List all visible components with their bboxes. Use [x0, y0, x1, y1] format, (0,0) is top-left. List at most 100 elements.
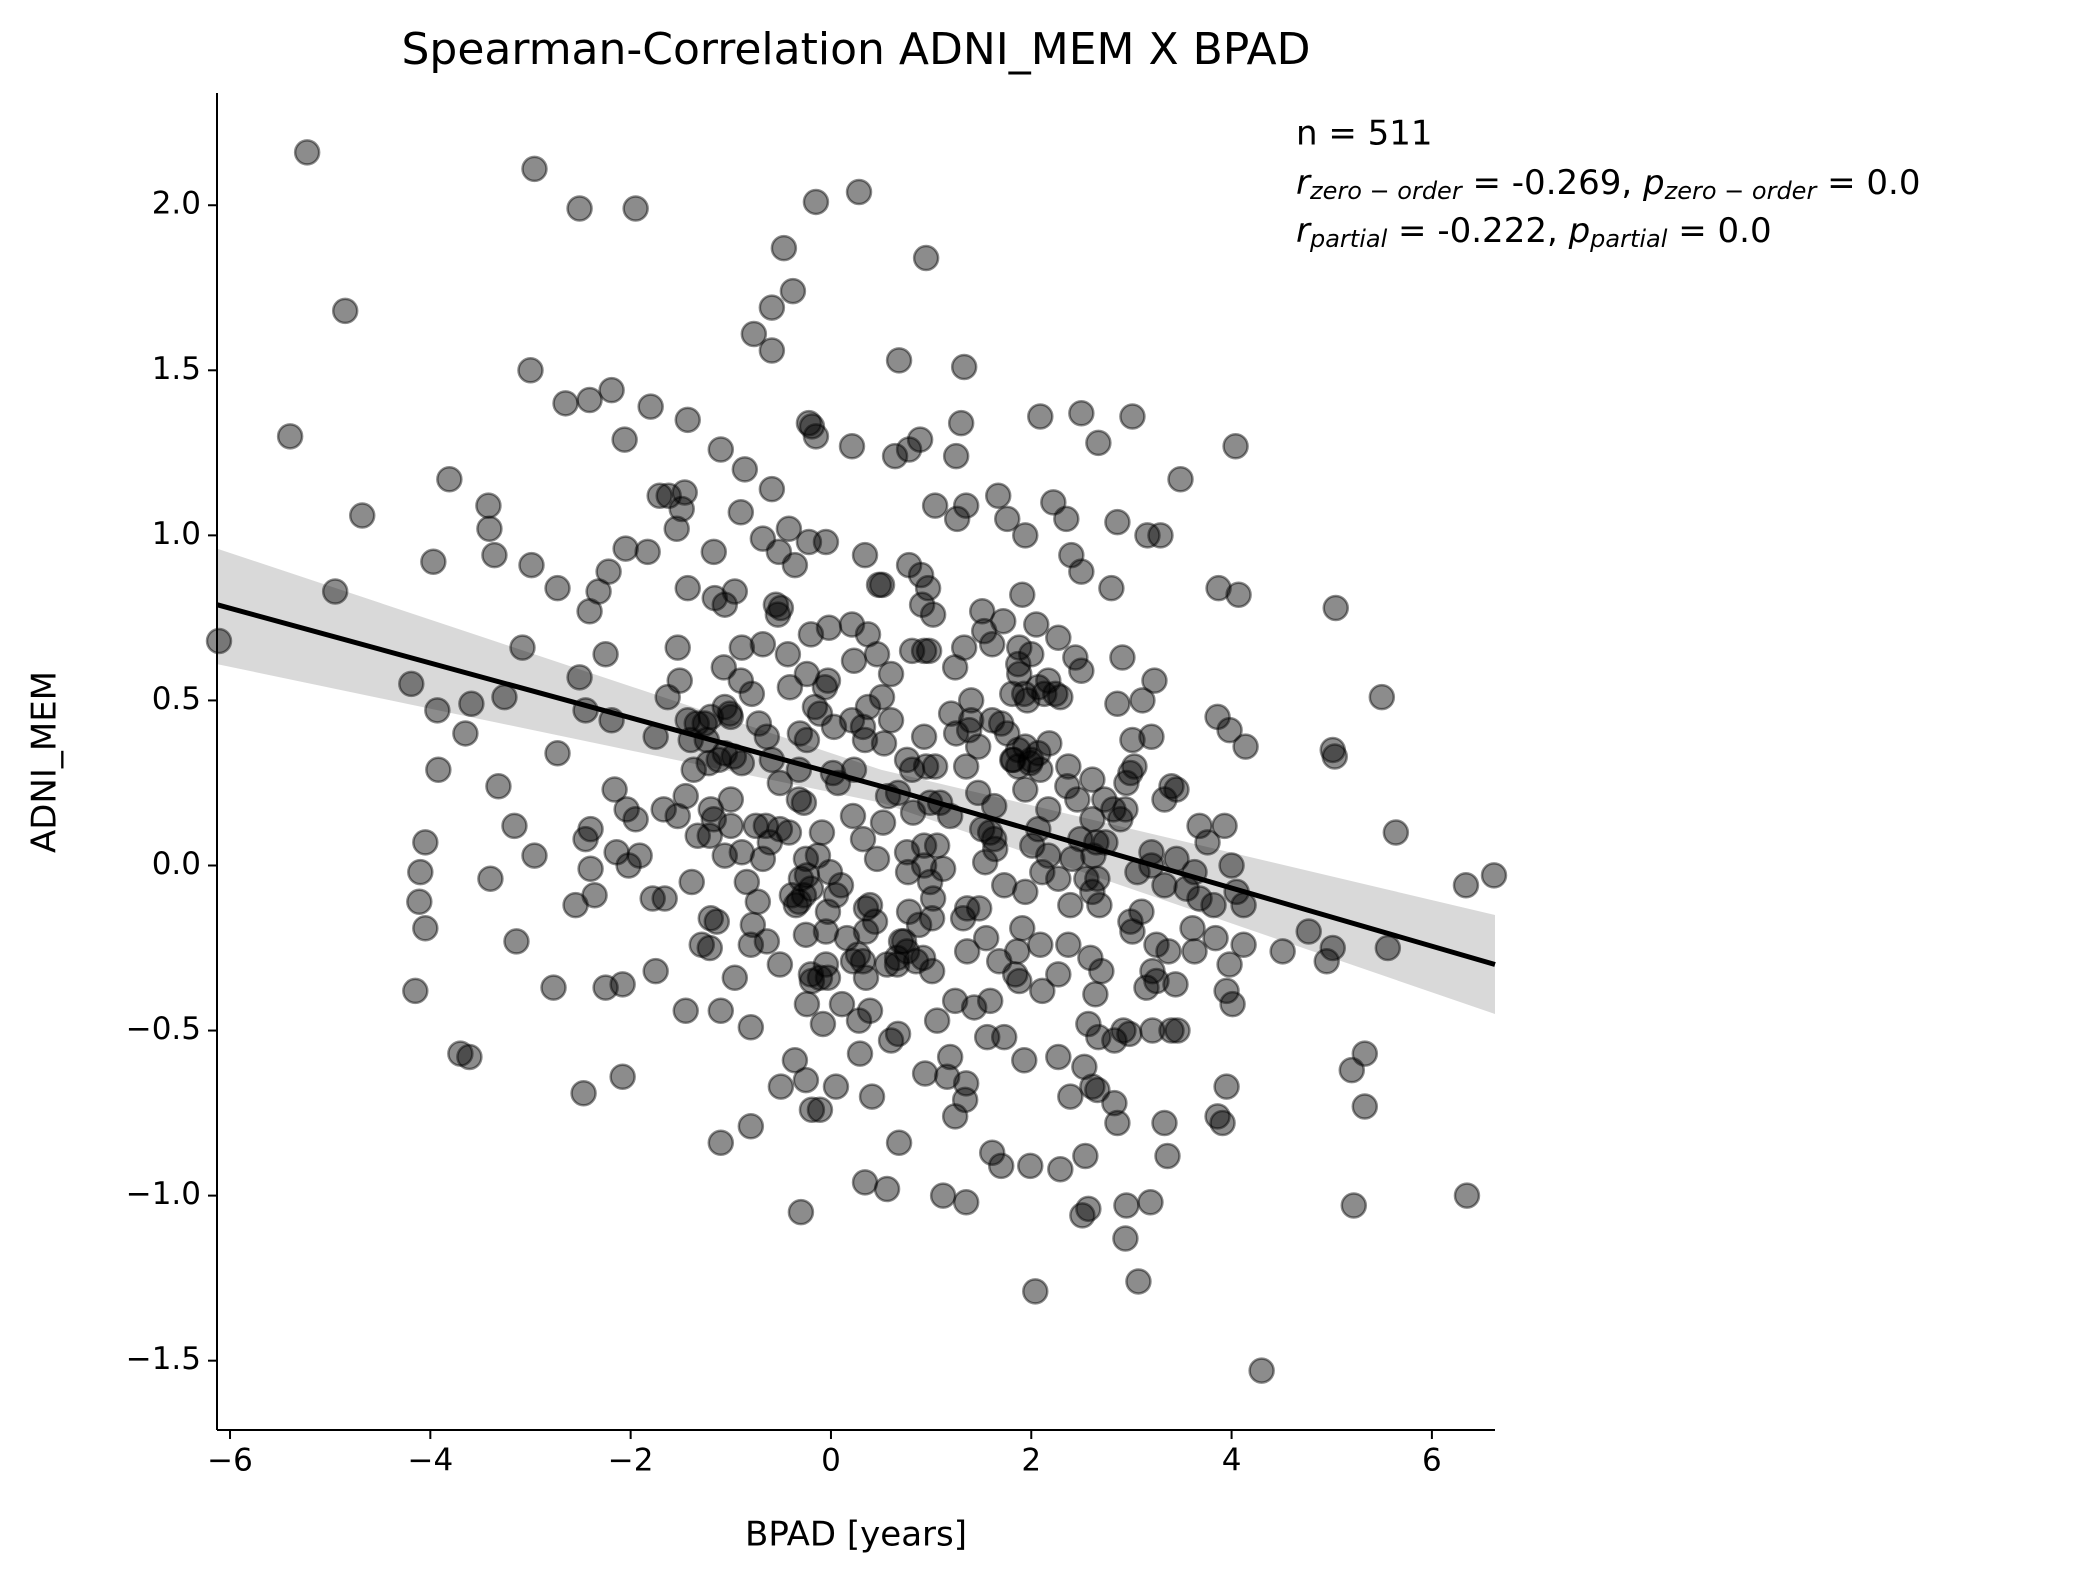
data-point [915, 637, 943, 665]
data-point [1351, 1093, 1379, 1120]
data-point [787, 1198, 815, 1226]
data-point [893, 839, 921, 866]
data-point [919, 601, 947, 628]
data-point [910, 852, 938, 879]
data-point [1069, 1202, 1096, 1229]
data-point [1322, 594, 1350, 622]
data-point [1005, 650, 1032, 678]
data-point [852, 964, 880, 991]
data-point [552, 390, 579, 417]
data-point [806, 700, 834, 727]
chart-title: Spearman-Correlation ADNI_MEM X BPAD [401, 24, 1310, 75]
data-point [814, 964, 842, 991]
data-point [970, 617, 998, 645]
data-point [1158, 773, 1185, 800]
data-point [797, 875, 825, 902]
data-point [1181, 938, 1208, 965]
data-point [766, 769, 794, 797]
data-point [666, 667, 693, 694]
data-point [793, 990, 821, 1018]
data-point [792, 845, 820, 873]
data-point [1269, 938, 1296, 965]
data-point [1045, 865, 1072, 892]
data-point [721, 578, 749, 605]
data-point [609, 971, 636, 998]
data-point [477, 865, 504, 892]
data-point [672, 997, 699, 1024]
data-point [1143, 931, 1170, 958]
data-point [1055, 931, 1082, 958]
data-point [611, 426, 638, 453]
data-point [953, 895, 981, 922]
data-point [744, 888, 772, 916]
y-tick-label: −1.0 [126, 1176, 201, 1212]
data-point [981, 835, 1009, 863]
data-point [425, 756, 452, 784]
data-point [668, 495, 695, 523]
data-point [978, 1139, 1006, 1166]
data-point [1068, 399, 1095, 427]
data-point [436, 465, 463, 493]
data-point [1079, 1073, 1106, 1100]
data-point [650, 796, 677, 823]
data-point [745, 710, 773, 737]
data-point [612, 535, 639, 562]
data-point [1138, 723, 1165, 750]
data-point [733, 868, 761, 896]
data-point [1213, 1073, 1240, 1100]
data-point [976, 987, 1004, 1015]
data-point [1088, 957, 1115, 985]
data-point [795, 528, 823, 556]
data-point [1319, 934, 1346, 962]
x-axis-label: BPAD [years] [745, 1515, 967, 1555]
data-point [1035, 796, 1062, 823]
data-point [778, 881, 806, 909]
data-point [1119, 403, 1146, 430]
data-point [786, 720, 814, 747]
data-point [1098, 574, 1125, 602]
data-point [412, 829, 439, 856]
data-point [1045, 961, 1072, 988]
data-point [790, 789, 818, 817]
data-point [852, 895, 880, 922]
annotation-part: = 0.0 [1816, 163, 1920, 203]
data-point [710, 654, 738, 681]
data-point [1121, 753, 1148, 780]
y-tick-label: 1.5 [152, 351, 201, 387]
data-point [738, 680, 766, 708]
data-point [787, 865, 815, 892]
data-point [601, 776, 628, 803]
data-point [1137, 1188, 1164, 1216]
data-point [936, 1043, 964, 1071]
data-point [877, 660, 905, 688]
data-point [919, 885, 947, 912]
data-point [849, 713, 877, 741]
data-point [753, 928, 781, 955]
y-axis-label: ADNI_MEM [25, 671, 65, 853]
y-tick-label: −1.5 [126, 1341, 201, 1377]
data-point [987, 1152, 1015, 1180]
data-point [776, 673, 804, 701]
data-point [1374, 934, 1402, 962]
data-point [540, 974, 567, 1001]
data-point [1025, 673, 1052, 701]
data-point [1248, 1357, 1275, 1384]
data-point [1059, 845, 1086, 873]
data-point [1186, 885, 1213, 912]
data-point [1084, 1076, 1111, 1104]
data-point [728, 634, 756, 661]
data-point [1112, 1225, 1139, 1252]
data-point [811, 673, 839, 701]
data-point [1068, 657, 1095, 684]
data-point [476, 515, 503, 543]
data-point [833, 924, 861, 952]
data-point [452, 720, 479, 747]
data-point [1101, 1089, 1128, 1117]
data-point [424, 697, 451, 724]
data-point [816, 858, 844, 886]
data-point [870, 730, 898, 757]
data-point [1154, 1142, 1181, 1170]
data-point [909, 944, 937, 972]
data-point [1313, 947, 1340, 975]
data-point [406, 888, 433, 916]
